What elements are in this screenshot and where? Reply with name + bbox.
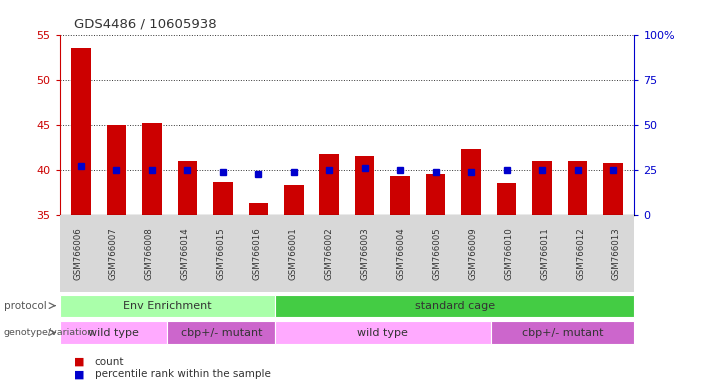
Bar	[177, 161, 197, 215]
Text: GSM766003: GSM766003	[360, 227, 369, 280]
Bar	[355, 156, 374, 215]
Text: GSM766012: GSM766012	[576, 227, 585, 280]
Text: wild type: wild type	[358, 328, 409, 338]
Text: GSM766002: GSM766002	[325, 227, 334, 280]
Bar	[284, 185, 304, 215]
Text: percentile rank within the sample: percentile rank within the sample	[95, 369, 271, 379]
Text: GSM766007: GSM766007	[109, 227, 118, 280]
Text: GSM766013: GSM766013	[612, 227, 621, 280]
Bar	[461, 149, 481, 215]
Text: GSM766009: GSM766009	[468, 227, 477, 280]
Bar	[107, 125, 126, 215]
Text: GSM766004: GSM766004	[396, 227, 405, 280]
Text: Env Enrichment: Env Enrichment	[123, 301, 212, 311]
Text: genotype/variation: genotype/variation	[4, 328, 94, 337]
Text: cbp+/- mutant: cbp+/- mutant	[522, 328, 604, 338]
Text: cbp+/- mutant: cbp+/- mutant	[180, 328, 262, 338]
Bar	[497, 184, 517, 215]
Bar	[320, 154, 339, 215]
Text: ■: ■	[74, 369, 84, 379]
Text: GSM766001: GSM766001	[289, 227, 298, 280]
Bar	[71, 48, 90, 215]
Bar	[604, 163, 623, 215]
Bar	[532, 161, 552, 215]
Bar	[249, 203, 268, 215]
Bar	[390, 176, 410, 215]
Text: standard cage: standard cage	[415, 301, 495, 311]
Text: GSM766011: GSM766011	[540, 227, 549, 280]
Bar	[142, 123, 162, 215]
Text: GSM766014: GSM766014	[181, 227, 190, 280]
Text: ■: ■	[74, 357, 84, 367]
Text: GSM766016: GSM766016	[252, 227, 261, 280]
Bar	[426, 174, 445, 215]
Text: GDS4486 / 10605938: GDS4486 / 10605938	[74, 18, 216, 31]
Text: GSM766010: GSM766010	[504, 227, 513, 280]
Text: GSM766006: GSM766006	[73, 227, 82, 280]
Text: GSM766015: GSM766015	[217, 227, 226, 280]
Bar	[568, 161, 587, 215]
Bar	[213, 182, 233, 215]
Text: GSM766005: GSM766005	[433, 227, 442, 280]
Text: protocol: protocol	[4, 301, 46, 311]
Text: count: count	[95, 357, 124, 367]
Text: GSM766008: GSM766008	[145, 227, 154, 280]
Text: wild type: wild type	[88, 328, 139, 338]
